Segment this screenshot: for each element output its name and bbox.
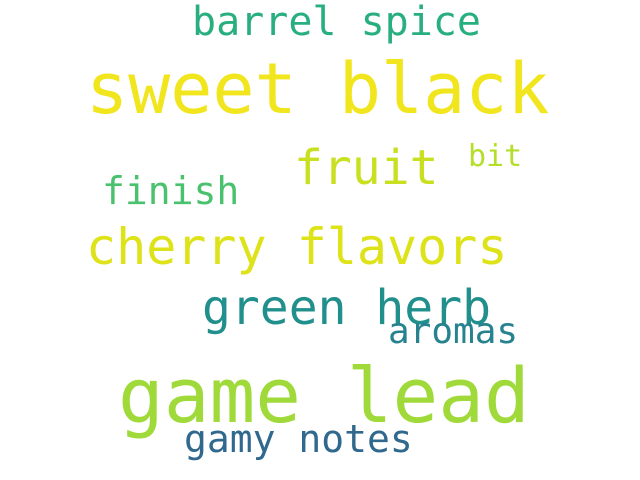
- word-gamy-notes: gamy notes: [184, 417, 413, 461]
- word-sweet-black: sweet black: [86, 48, 550, 130]
- word-green-herb: green herb: [202, 280, 491, 336]
- word-finish: finish: [102, 169, 240, 213]
- word-game-lead: game lead: [118, 351, 530, 440]
- word-cherry-flavors: cherry flavors: [86, 218, 508, 276]
- word-bit: bit: [468, 139, 523, 174]
- word-barrel-spice: barrel spice: [192, 0, 481, 45]
- word-fruit: fruit: [294, 140, 439, 196]
- word-aromas: aromas: [388, 311, 519, 352]
